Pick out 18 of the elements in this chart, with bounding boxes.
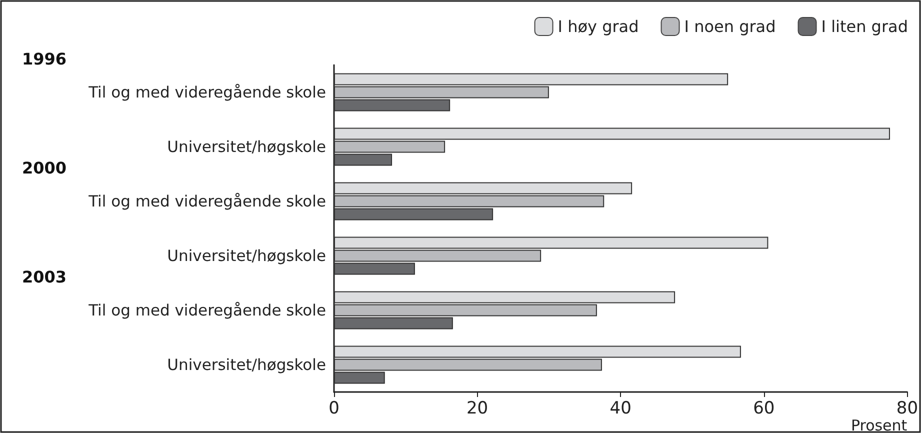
text: 2000	[22, 158, 67, 178]
x-tick-label: 40	[610, 398, 632, 418]
x-tick-label: 20	[466, 398, 488, 418]
legend-label: I liten grad	[821, 17, 908, 36]
x-axis-title: Prosent	[850, 416, 908, 433]
y-tick-label: Universitet/høgskole	[167, 246, 326, 265]
legend-label: I noen grad	[684, 17, 776, 36]
x-tick-label: 80	[896, 398, 918, 418]
y-tick-label: Til og med videregående skole	[88, 301, 326, 320]
legend-label: I høy grad	[558, 17, 639, 36]
text: 2003	[22, 268, 67, 286]
x-tick-label: 0	[328, 398, 340, 418]
y-tick-label: Til og med videregående skole	[88, 83, 326, 102]
text: 1996	[22, 50, 67, 68]
y-tick-label: Til og med videregående skole	[88, 192, 326, 210]
x-tick-label: 60	[753, 398, 775, 418]
y-tick-label: Universitet/høgskole	[167, 138, 326, 156]
y-tick-label: Universitet/høgskole	[167, 356, 326, 374]
